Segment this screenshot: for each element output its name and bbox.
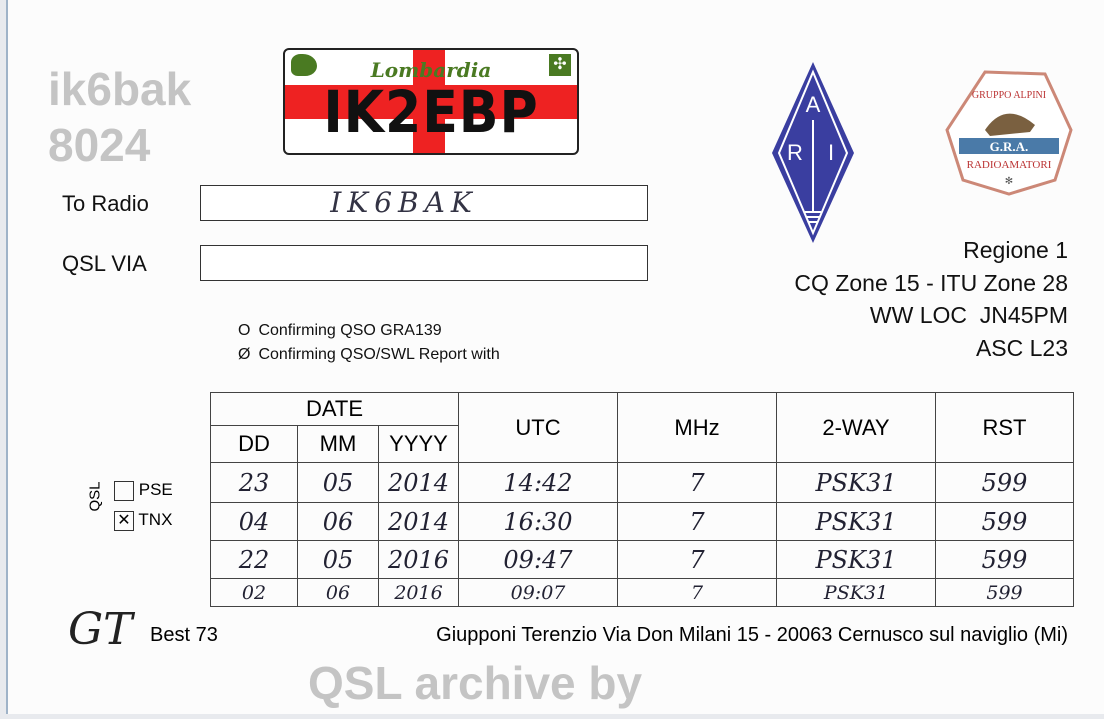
station-locator: WW LOC JN45PM [869, 302, 1068, 328]
cell-mode: PSK31 [776, 462, 936, 503]
station-zones: CQ Zone 15 - ITU Zone 28 [794, 270, 1068, 296]
cell-mm: 06 [297, 578, 379, 607]
cell-mhz: 7 [617, 462, 777, 503]
cell-rst: 599 [935, 540, 1074, 579]
cell-yyyy: 2016 [378, 540, 459, 579]
gra-logo-top: GRUPPO ALPINI [972, 90, 1046, 101]
qso-table: DATE UTC MHz 2-WAY RST DD MM YYYY 23 05 20… [210, 392, 1074, 607]
gra-logo-bottom: RADIOAMATORI [967, 159, 1052, 171]
address: Giupponi Terenzio Via Don Milani 15 - 20… [436, 624, 1068, 646]
tnx-checkbox[interactable]: ✕ [114, 510, 134, 531]
rst-header: RST [935, 392, 1074, 463]
to-radio-value: IK6BAK [330, 186, 478, 219]
cell-utc: 16:30 [458, 502, 618, 541]
cell-dd: 02 [210, 578, 298, 607]
cell-mhz: 7 [617, 540, 777, 579]
station-asc: ASC L23 [975, 335, 1068, 361]
cell-yyyy: 2014 [378, 462, 459, 503]
cell-mode: PSK31 [776, 578, 936, 607]
table-row: 02 06 2016 09:07 7 PSK31 599 [210, 578, 1074, 607]
lombardy-map-icon [291, 54, 317, 76]
confirm-option-gra[interactable]: O Confirming QSO GRA139 [238, 322, 442, 340]
qsl-pse-option[interactable]: PSE [114, 480, 173, 501]
confirm-text: Confirming QSO/SWL Report with [258, 346, 500, 363]
callsign: IK2EBP [323, 78, 539, 146]
qsl-side-label: QSL [86, 481, 104, 512]
cell-utc: 09:47 [458, 540, 618, 579]
confirm-option-report[interactable]: Ø Confirming QSO/SWL Report with [238, 346, 500, 364]
qsl-via-label: QSL VIA [62, 251, 147, 276]
qsl-tnx-option[interactable]: ✕ TNX [114, 510, 172, 531]
cell-mode: PSK31 [776, 502, 936, 541]
pse-checkbox[interactable] [114, 480, 134, 501]
cell-dd: 22 [210, 540, 298, 579]
cell-utc: 14:42 [458, 462, 618, 503]
svg-text:✻: ✻ [1005, 176, 1013, 187]
greeting: Best 73 [150, 624, 218, 646]
cell-mm: 06 [297, 502, 379, 541]
table-row: 23 05 2014 14:42 7 PSK31 599 [210, 462, 1074, 503]
to-radio-label: To Radio [62, 191, 149, 216]
table-row: 22 05 2016 09:47 7 PSK31 599 [210, 540, 1074, 579]
date-header: DATE [210, 392, 459, 426]
mode-header: 2-WAY [776, 392, 936, 463]
cell-yyyy: 2016 [378, 578, 459, 607]
watermark-line-3: 8024 [48, 119, 151, 171]
signature: GT [68, 604, 133, 655]
cell-rst: 599 [935, 462, 1074, 503]
mhz-header: MHz [617, 392, 777, 463]
cell-mm: 05 [297, 540, 379, 579]
cell-mm: 05 [297, 462, 379, 503]
cell-yyyy: 2014 [378, 502, 459, 541]
cell-rst: 599 [935, 578, 1074, 607]
mm-header: MM [297, 425, 379, 463]
cell-mhz: 7 [617, 578, 777, 607]
cell-mhz: 7 [617, 502, 777, 541]
table-row: 04 06 2014 16:30 7 PSK31 599 [210, 502, 1074, 541]
lombardy-flag-icon: ✣ [549, 54, 571, 76]
gra-logo: GRUPPO ALPINI G.R.A. RADIOAMATORI ✻ [945, 70, 1073, 196]
cell-mode: PSK31 [776, 540, 936, 579]
plate-region: Lombardia [370, 58, 492, 82]
qsl-via-field[interactable] [200, 245, 648, 281]
confirm-radio-unchecked: O [238, 322, 251, 339]
watermark-line-2: ik6bak [48, 63, 192, 115]
cell-rst: 599 [935, 502, 1074, 541]
watermark-line-1: QSL archive by [308, 657, 643, 709]
confirm-radio-checked: Ø [238, 346, 251, 363]
callsign-plate: ✣ Lombardia IK2EBP [283, 48, 579, 155]
station-region: Regione 1 [963, 237, 1068, 263]
gra-logo-middle: G.R.A. [990, 139, 1029, 154]
confirm-text: Confirming QSO GRA139 [258, 322, 442, 339]
tnx-label: TNX [138, 510, 173, 529]
cell-dd: 04 [210, 502, 298, 541]
utc-header: UTC [458, 392, 618, 463]
pse-label: PSE [138, 480, 173, 499]
yyyy-header: YYYY [378, 425, 459, 463]
to-radio-field[interactable]: IK6BAK [200, 185, 648, 221]
cell-utc: 09:07 [458, 578, 618, 607]
cell-dd: 23 [210, 462, 298, 503]
dd-header: DD [210, 425, 298, 463]
